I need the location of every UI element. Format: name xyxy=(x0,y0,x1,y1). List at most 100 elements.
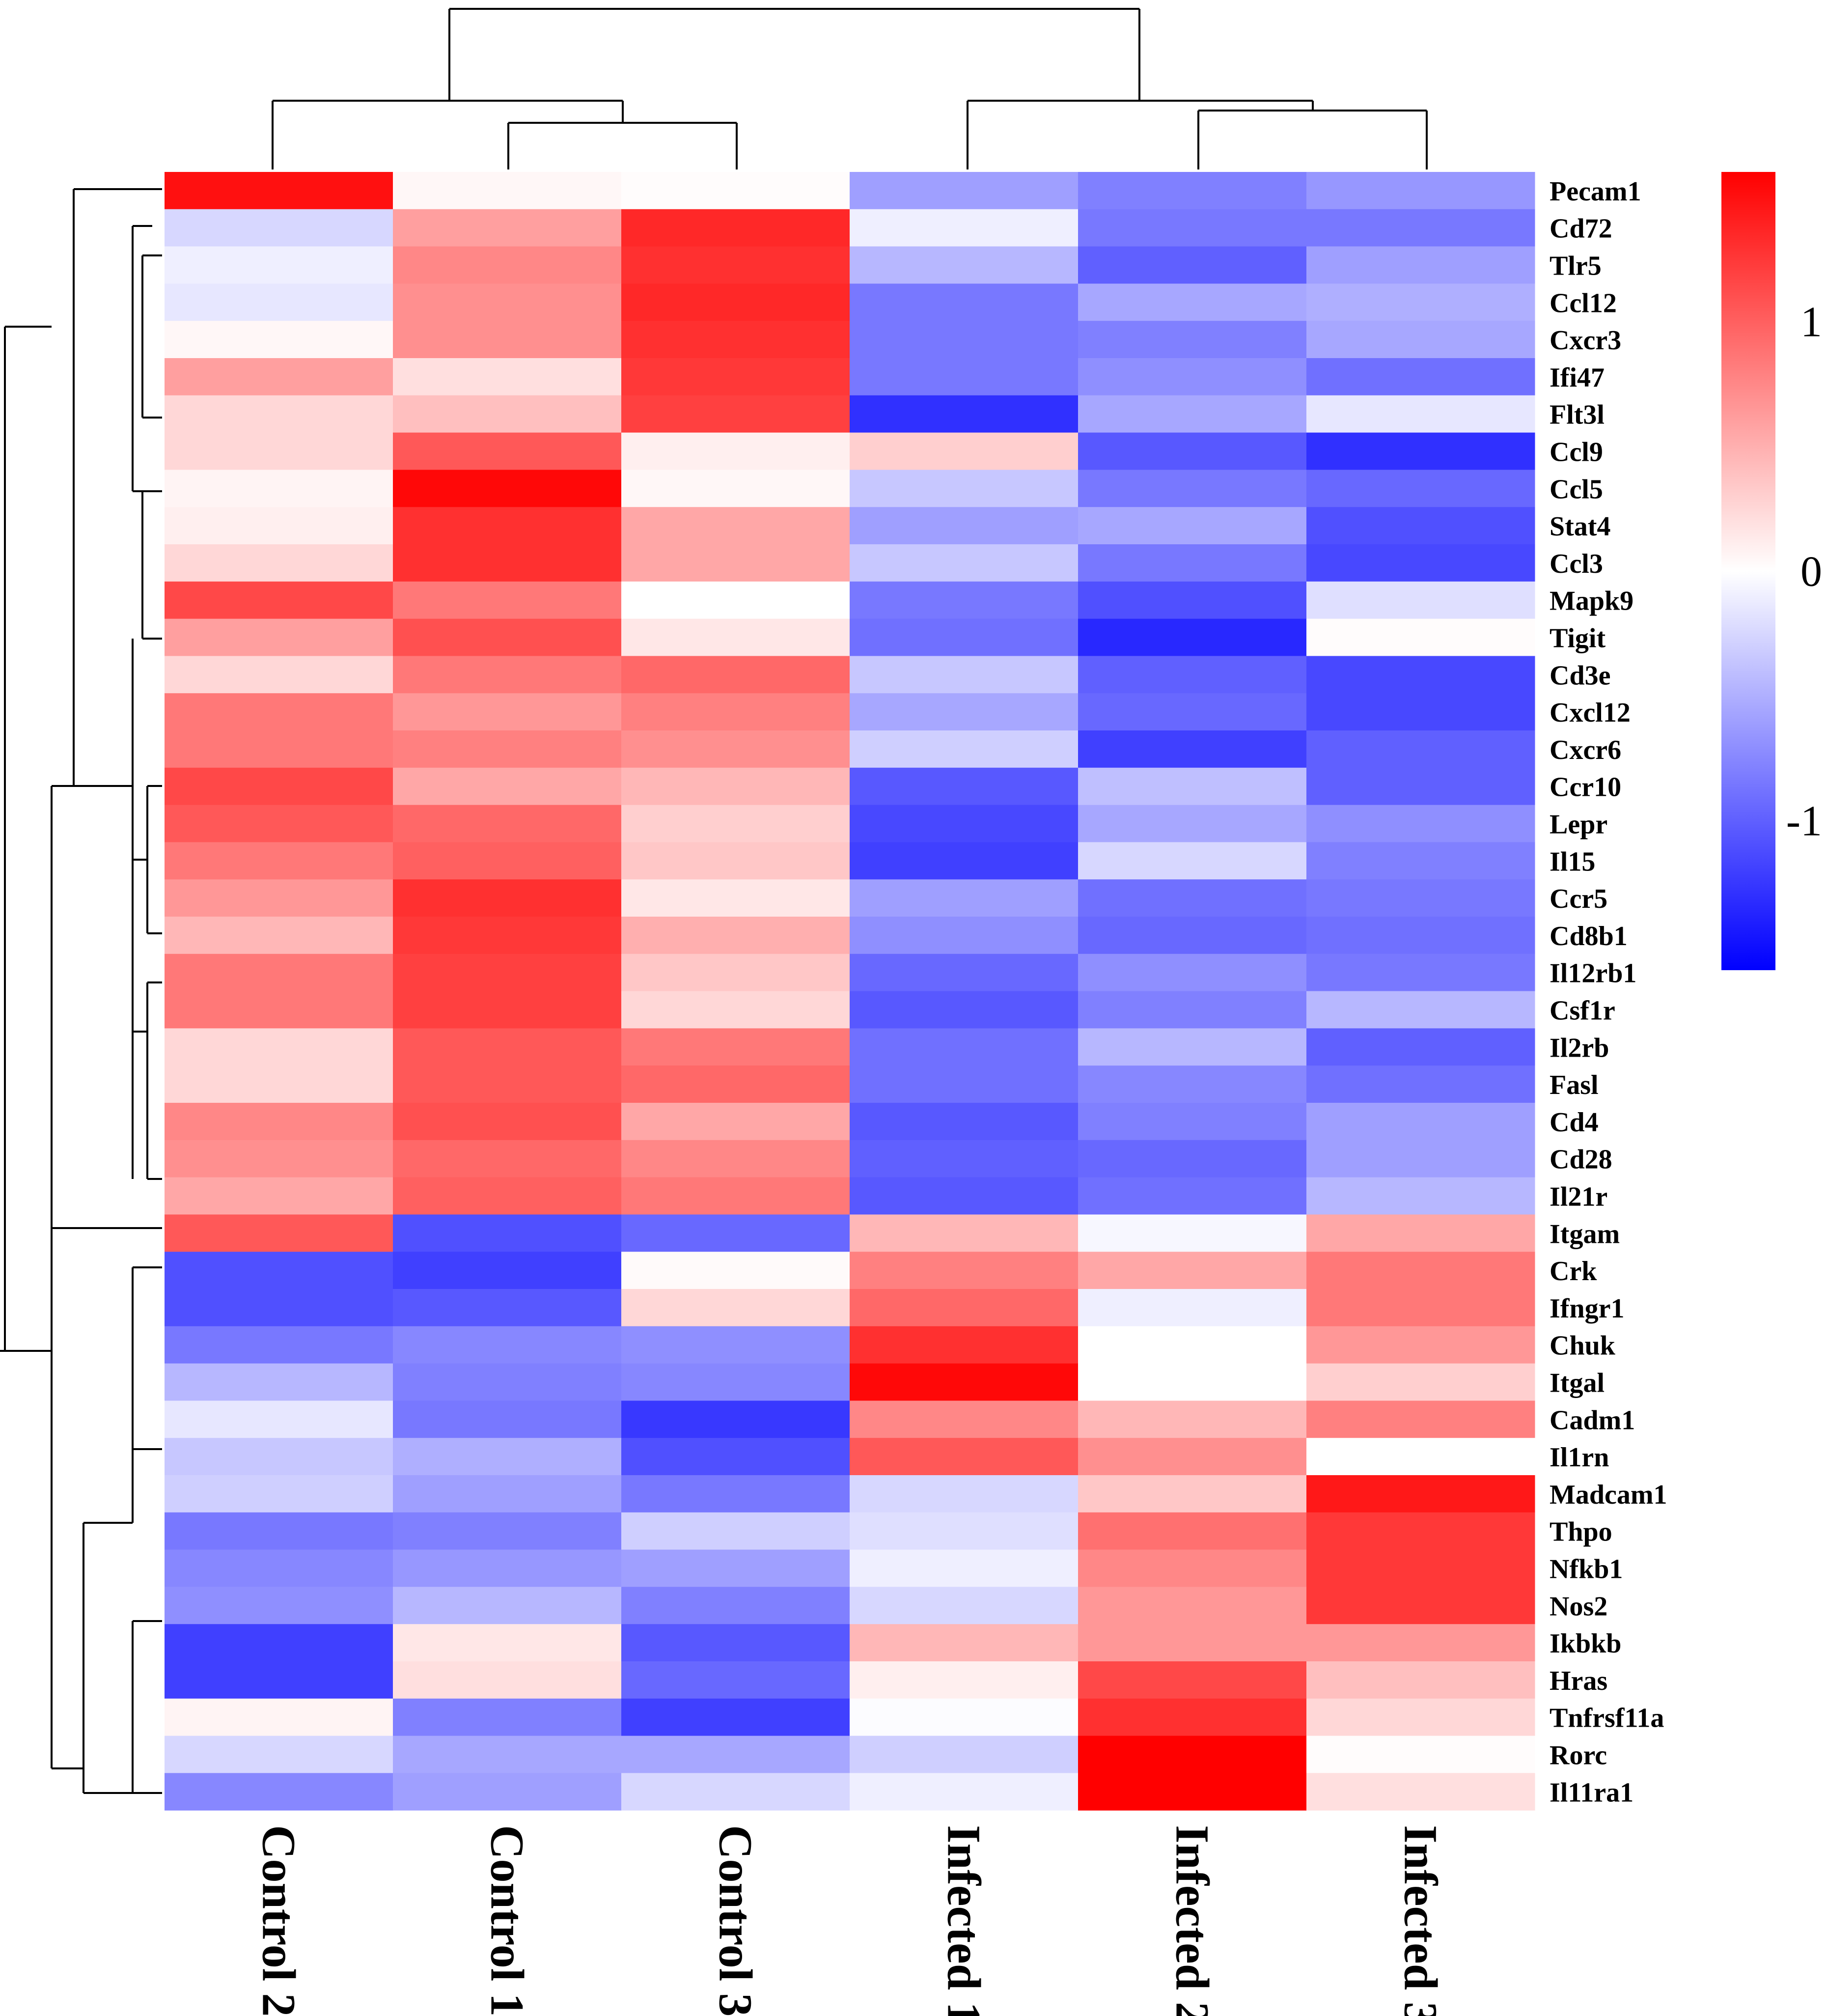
heatmap-cell xyxy=(165,1736,393,1773)
heatmap-cell xyxy=(850,1475,1079,1513)
heatmap-cell xyxy=(621,1736,850,1773)
heatmap-cell xyxy=(1306,1289,1535,1327)
heatmap-cell xyxy=(393,1177,622,1215)
heatmap-cell xyxy=(850,1028,1079,1066)
heatmap-cell xyxy=(393,544,622,582)
row-label: Tnfrsf11a xyxy=(1550,1703,1664,1734)
heatmap-cell xyxy=(1078,1065,1307,1103)
heatmap-cell xyxy=(850,1214,1079,1252)
heatmap-cell xyxy=(621,879,850,917)
heatmap-cell xyxy=(850,1363,1079,1401)
heatmap-cell xyxy=(621,1661,850,1699)
heatmap-cell xyxy=(393,358,622,396)
heatmap-cell xyxy=(165,693,393,731)
heatmap-cell xyxy=(621,917,850,954)
heatmap-cell xyxy=(393,730,622,768)
heatmap-cell xyxy=(1306,246,1535,284)
heatmap-cell xyxy=(1078,1252,1307,1289)
heatmap-cell xyxy=(850,1661,1079,1699)
heatmap-cell xyxy=(393,432,622,470)
row-dendrogram xyxy=(0,188,162,1794)
heatmap-cell xyxy=(850,991,1079,1029)
heatmap-cell xyxy=(850,283,1079,321)
heatmap-cell xyxy=(165,730,393,768)
heatmap-cell xyxy=(850,581,1079,619)
heatmap-cell xyxy=(850,1400,1079,1438)
heatmap-cell xyxy=(393,1400,622,1438)
color-legend: 1 0 -1 xyxy=(1721,172,1822,970)
heatmap-cell xyxy=(393,321,622,359)
heatmap-cell xyxy=(1078,1214,1307,1252)
heatmap-cell xyxy=(1078,246,1307,284)
heatmap-cell xyxy=(850,1624,1079,1662)
heatmap-cell xyxy=(393,1512,622,1550)
heatmap-cell xyxy=(850,842,1079,880)
heatmap-cell xyxy=(165,767,393,806)
heatmap-cell xyxy=(165,432,393,470)
row-label: Stat4 xyxy=(1550,511,1610,542)
row-label: Ccl3 xyxy=(1550,549,1603,579)
heatmap-cell xyxy=(1078,209,1307,247)
row-label: Il11ra1 xyxy=(1550,1777,1633,1808)
heatmap-cell xyxy=(393,953,622,992)
row-label: Hras xyxy=(1550,1666,1607,1696)
row-label: Cd8b1 xyxy=(1550,921,1628,952)
heatmap-cell xyxy=(1306,1400,1535,1438)
heatmap-cell xyxy=(850,1289,1079,1327)
heatmap-cell xyxy=(165,842,393,880)
legend-tick-label: 0 xyxy=(1800,548,1822,596)
row-label: Ccl12 xyxy=(1550,288,1617,318)
heatmap-cell xyxy=(165,1252,393,1289)
heatmap-cell xyxy=(1078,1140,1307,1178)
row-label: Il1rn xyxy=(1550,1442,1609,1473)
row-label: Ifngr1 xyxy=(1550,1293,1624,1324)
heatmap-cell xyxy=(1078,1326,1307,1364)
heatmap-cell xyxy=(1078,1103,1307,1141)
heatmap-cell xyxy=(621,1177,850,1215)
heatmap-cell xyxy=(1306,1549,1535,1587)
heatmap-cell xyxy=(393,917,622,954)
heatmap-cell xyxy=(1306,395,1535,433)
heatmap-cell xyxy=(1306,1177,1535,1215)
heatmap-cell xyxy=(165,1698,393,1736)
row-label: Thpo xyxy=(1550,1517,1612,1547)
heatmap-cell xyxy=(393,246,622,284)
heatmap-cell xyxy=(1306,1438,1535,1476)
column-dendrogram xyxy=(272,8,1428,169)
heatmap-cell xyxy=(850,1065,1079,1103)
column-labels: Control 2 Control 1 Control 3 Infected 1 Inf… xyxy=(253,1825,1447,2016)
heatmap-cell xyxy=(850,1512,1079,1550)
heatmap-cell xyxy=(393,805,622,842)
heatmap-cell xyxy=(393,395,622,433)
heatmap-cells xyxy=(165,172,1535,1811)
heatmap-cell xyxy=(1078,1475,1307,1513)
heatmap-cell xyxy=(1306,1773,1535,1811)
heatmap-cell xyxy=(850,1438,1079,1476)
row-label: Il2rb xyxy=(1550,1033,1609,1063)
legend-tick-label: 1 xyxy=(1800,299,1822,346)
heatmap-cell xyxy=(1078,879,1307,917)
heatmap-cell xyxy=(850,321,1079,359)
row-label: Tigit xyxy=(1550,623,1606,654)
heatmap-cell xyxy=(1306,507,1535,545)
heatmap-cell xyxy=(1078,1363,1307,1401)
heatmap-cell xyxy=(393,656,622,694)
heatmap-cell xyxy=(393,842,622,880)
heatmap-cell xyxy=(850,1587,1079,1624)
heatmap-cell xyxy=(165,917,393,954)
heatmap-cell xyxy=(165,172,393,210)
heatmap-cell xyxy=(393,1549,622,1587)
heatmap-cell xyxy=(1078,470,1307,507)
heatmap-cell xyxy=(850,1736,1079,1773)
column-label: Control 1 xyxy=(481,1825,534,2016)
heatmap-cell xyxy=(393,283,622,321)
heatmap-cell xyxy=(1078,953,1307,992)
heatmap-cell xyxy=(1306,432,1535,470)
heatmap-cell xyxy=(850,544,1079,582)
heatmap-cell xyxy=(850,246,1079,284)
heatmap-cell xyxy=(621,1624,850,1662)
heatmap-cell xyxy=(393,1698,622,1736)
heatmap-cell xyxy=(393,1140,622,1178)
heatmap-cell xyxy=(393,1587,622,1624)
